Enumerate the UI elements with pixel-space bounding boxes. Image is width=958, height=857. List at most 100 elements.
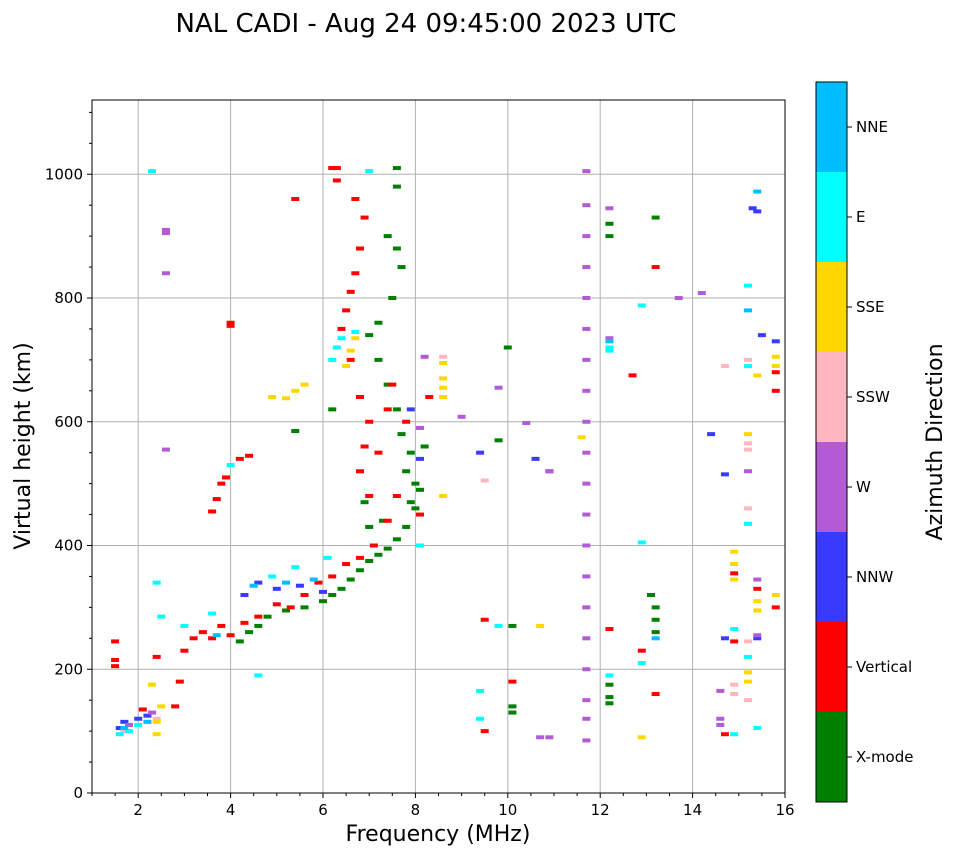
data-point-x-mode — [374, 552, 383, 557]
data-point-e — [637, 540, 646, 545]
data-point-x-mode — [392, 537, 401, 542]
data-point-nnw — [720, 472, 729, 477]
data-point-x-mode — [235, 639, 244, 644]
data-point-sse — [439, 395, 448, 399]
data-point-vertical — [291, 197, 300, 201]
colorbar-label: SSE — [856, 298, 885, 316]
data-point-sse — [753, 599, 762, 604]
data-point-vertical — [337, 326, 346, 331]
plot-area — [92, 100, 785, 793]
data-point-vertical — [189, 636, 198, 641]
data-point-vertical — [208, 636, 217, 641]
data-point-ssw — [744, 506, 753, 511]
data-point-x-mode — [374, 357, 383, 362]
data-point-w — [582, 357, 591, 362]
data-point-sse — [753, 608, 762, 613]
data-point-vertical — [771, 370, 780, 375]
data-point-vertical — [360, 444, 369, 449]
data-point-vertical — [416, 512, 425, 517]
data-point-vertical — [628, 373, 637, 378]
data-point-e — [494, 623, 503, 628]
data-point-sse — [342, 364, 351, 369]
data-point-vertical — [171, 704, 180, 709]
data-point-x-mode — [411, 481, 420, 486]
data-point-vertical — [351, 197, 360, 201]
data-point-x-mode — [383, 234, 392, 239]
data-point-nne — [120, 726, 129, 731]
y-tick-label: 0 — [73, 784, 83, 802]
data-point-e — [351, 330, 360, 335]
data-point-nnw — [240, 593, 249, 597]
data-point-w — [582, 738, 591, 743]
colorbar-swatch — [816, 352, 847, 442]
data-point-w — [716, 688, 725, 693]
data-point-x-mode — [392, 166, 401, 171]
data-point-nnw — [134, 716, 143, 721]
data-point-e — [254, 673, 263, 678]
colorbar-title: Azimuth Direction — [923, 343, 948, 540]
data-point-ssw — [439, 354, 448, 359]
data-point-vertical — [221, 475, 230, 480]
data-point-sse — [536, 623, 545, 628]
colorbar-swatch — [816, 712, 847, 802]
data-point-e — [753, 726, 762, 731]
data-point-w — [545, 469, 554, 474]
data-point-vertical — [217, 481, 226, 486]
x-tick-label: 8 — [411, 801, 421, 819]
data-point-w — [124, 722, 133, 727]
data-point-sse — [439, 385, 448, 390]
data-point-e — [365, 169, 374, 174]
data-point-vertical — [208, 509, 217, 514]
data-point-x-mode — [388, 296, 397, 300]
data-point-x-mode — [508, 623, 517, 628]
data-point-ssw — [152, 716, 161, 721]
data-point-x-mode — [383, 382, 392, 387]
data-point-e — [180, 623, 189, 628]
x-tick-label: 4 — [226, 801, 236, 819]
data-point-nnw — [707, 432, 716, 437]
data-point-w — [582, 636, 591, 641]
data-point-vertical — [720, 732, 729, 737]
data-point-vertical — [111, 657, 120, 662]
data-point-vertical — [138, 707, 147, 712]
data-point-vertical — [508, 679, 517, 684]
data-point-w — [582, 326, 591, 331]
data-point-x-mode — [245, 630, 254, 635]
data-point-x-mode — [651, 617, 660, 622]
data-point-vertical — [245, 453, 254, 458]
x-tick-label: 12 — [591, 801, 610, 819]
data-point-e — [605, 348, 614, 353]
y-tick-label: 1000 — [45, 165, 83, 183]
data-point-vertical — [328, 574, 337, 579]
data-point-w — [582, 512, 591, 517]
colorbar-swatch — [816, 442, 847, 532]
data-point-sse — [439, 376, 448, 381]
data-point-vertical — [360, 215, 369, 220]
data-point-w — [582, 169, 591, 174]
data-point-nnw — [406, 407, 415, 412]
data-point-w — [161, 271, 170, 276]
data-point-w — [744, 469, 753, 474]
data-point-sse — [439, 360, 448, 365]
data-point-vertical — [771, 388, 780, 393]
data-point-vertical — [753, 586, 762, 591]
data-point-nnw — [120, 719, 129, 724]
data-point-x-mode — [365, 524, 374, 529]
colorbar-label: NNE — [856, 118, 888, 136]
data-point-x-mode — [647, 593, 656, 597]
data-point-ssw — [744, 441, 753, 446]
data-point-vertical — [198, 630, 207, 635]
data-point-x-mode — [392, 246, 401, 251]
data-point-e — [208, 611, 217, 616]
data-point-w — [457, 414, 466, 419]
data-point-ssw — [730, 682, 739, 687]
data-point-w — [716, 716, 725, 721]
data-point-ssw — [744, 639, 753, 644]
data-point-vertical — [402, 419, 411, 424]
data-point-vertical — [217, 623, 226, 628]
data-point-sse — [744, 432, 753, 437]
data-point-e — [416, 543, 425, 548]
data-point-w — [716, 722, 725, 727]
colorbar: X-mode Vertical NNW W SSW SSE E NNE — [815, 81, 913, 803]
